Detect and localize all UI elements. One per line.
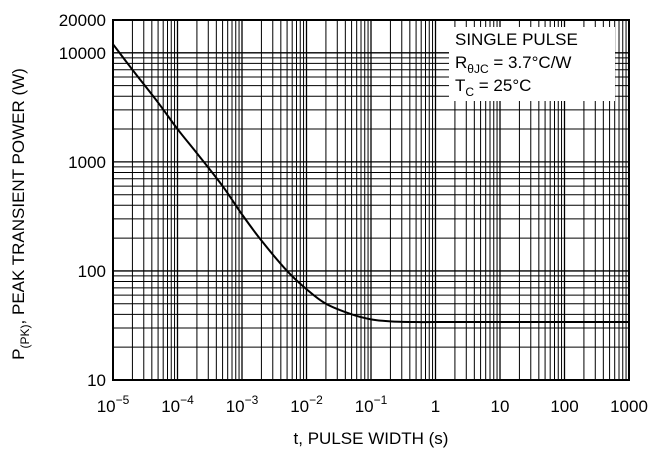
y-tick-label: 100 [78, 262, 106, 281]
x-tick-base: 10 [491, 397, 510, 416]
annotation-r-main: R [455, 53, 467, 72]
plot-frame [112, 19, 630, 381]
x-tick-base: 1000 [610, 397, 648, 416]
y-tick-label: 10 [87, 371, 106, 390]
x-tick-exponent: −1 [374, 393, 388, 407]
x-tick-label: 10 [491, 397, 510, 416]
x-tick-label: 1000 [610, 397, 648, 416]
annotation-t-rest: = 25°C [474, 76, 531, 95]
annotation-r-rest: = 3.7°C/W [489, 53, 572, 72]
x-tick-label: 100 [550, 397, 578, 416]
annotation-single-pulse: SINGLE PULSE [455, 30, 578, 49]
annotation-thermal-resistance: RθJC = 3.7°C/W [455, 53, 571, 76]
annotation-t-sub: C [465, 85, 474, 99]
x-tick-base: 100 [550, 397, 578, 416]
x-tick-exponent: −5 [116, 393, 130, 407]
annotation-r-sub: θJC [467, 62, 489, 76]
x-tick-exponent: −4 [180, 393, 194, 407]
x-tick-base: 10 [161, 397, 180, 416]
x-tick-base: 10 [97, 397, 116, 416]
annotation-background [449, 27, 615, 101]
y-tick-labels: 10 100 1000 10000 20000 [59, 11, 106, 390]
y-axis-title: P(PK), PEAK TRANSIENT POWER (W) [9, 68, 32, 360]
y-axis-title-rest: , PEAK TRANSIENT POWER (W) [9, 68, 28, 324]
x-tick-label: 10−5 [97, 393, 130, 416]
y-axis-title-main: P [9, 348, 28, 359]
x-tick-base: 1 [431, 397, 440, 416]
x-tick-label: 10−2 [290, 393, 323, 416]
x-tick-base: 10 [355, 397, 374, 416]
x-axis-title: t, PULSE WIDTH (s) [294, 429, 449, 448]
annotation-box: SINGLE PULSE RθJC = 3.7°C/W TC = 25°C [449, 27, 615, 101]
x-tick-label: 1 [431, 397, 440, 416]
x-tick-base: 10 [226, 397, 245, 416]
x-tick-exponent: −2 [309, 393, 323, 407]
x-tick-label: 10−1 [355, 393, 388, 416]
y-tick-label: 20000 [59, 11, 106, 30]
power-curve [112, 43, 629, 324]
x-tick-label: 10−4 [161, 393, 194, 416]
x-tick-labels: 10−5 10−4 10−3 10−2 10−1 1 10 100 1000 [97, 393, 648, 416]
x-tick-base: 10 [290, 397, 309, 416]
y-axis-title-sub: (PK) [18, 324, 32, 348]
curves [112, 43, 629, 324]
x-tick-exponent: −3 [245, 393, 259, 407]
annotation-case-temperature: TC = 25°C [455, 76, 531, 99]
y-tick-label: 10000 [59, 44, 106, 63]
annotation-t-main: T [455, 76, 465, 95]
x-tick-label: 10−3 [226, 393, 259, 416]
y-tick-label: 1000 [68, 153, 106, 172]
